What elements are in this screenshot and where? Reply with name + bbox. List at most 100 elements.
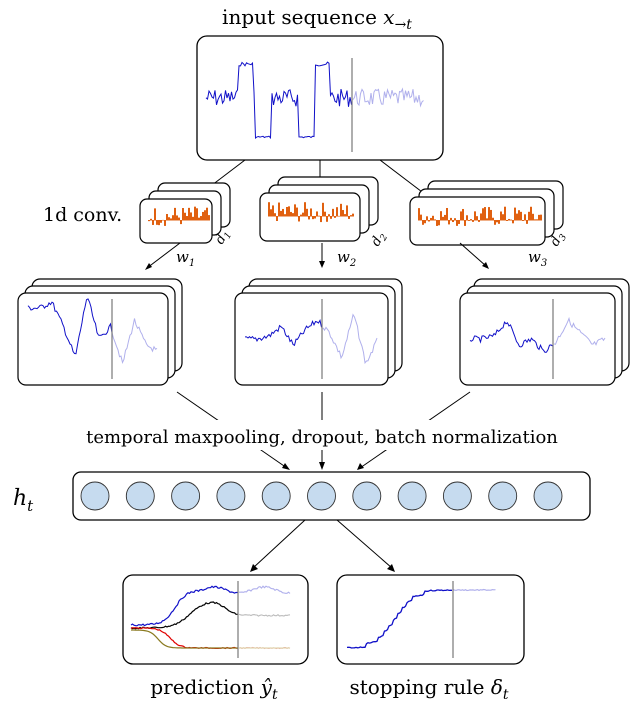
- kernel-weight-bar: [150, 218, 152, 221]
- kernel-weight-bar: [300, 214, 302, 217]
- kernel-weight-bar: [512, 220, 514, 224]
- kernel-weight-bar: [192, 216, 194, 221]
- kernel-weight-bar: [342, 210, 344, 217]
- kernel-weight-bar: [288, 206, 290, 217]
- kernel-weight-bar: [290, 211, 292, 217]
- kernel-weight-bar: [158, 220, 160, 226]
- kernel-weight-bar: [326, 216, 328, 222]
- kernel-weight-bar: [440, 211, 442, 221]
- hidden-state-label: ht: [13, 486, 34, 515]
- kernel-weight-bar: [504, 206, 506, 221]
- kernel-weight-bar: [314, 216, 316, 219]
- kernel-weight-bar: [468, 220, 470, 221]
- kernel-weight-bar: [482, 208, 484, 221]
- kernel-card: [409, 196, 546, 246]
- kernel-weight-bar: [492, 217, 494, 221]
- feature-map-card: [234, 292, 389, 386]
- kernel-weight-bar: [480, 213, 482, 221]
- conv-kernel-stack-1: [139, 182, 231, 244]
- kernel-weight-bar: [340, 203, 342, 217]
- stopping-rule-line: [346, 589, 452, 649]
- kernel-weight-bar: [350, 215, 352, 217]
- kernel-weight-bar: [308, 216, 310, 220]
- hidden-node: [125, 481, 155, 511]
- kernel-weight-bar: [278, 202, 280, 217]
- kernel-weight-bar: [490, 209, 492, 221]
- kernel-weight-bar: [180, 220, 182, 225]
- kernel-width-label: w2: [337, 248, 356, 269]
- kernel-weight-bar: [430, 217, 432, 221]
- kernel-weight-bar: [510, 219, 512, 221]
- kernel-weight-bar: [438, 220, 440, 226]
- hidden-node: [397, 481, 427, 511]
- kernel-weight-bar: [478, 220, 480, 222]
- feature-map-stack-2: [234, 278, 403, 386]
- kernel-weight-bar: [428, 220, 430, 222]
- kernel-weight-bar: [528, 211, 530, 221]
- prediction-class-2-line-future: [238, 613, 291, 617]
- kernel-weight-bar: [486, 218, 488, 221]
- kernel-weight-bar: [526, 220, 528, 224]
- kernel-weight-bar: [452, 220, 454, 223]
- prediction-panel: [122, 574, 309, 665]
- kernel-weight-bar: [466, 215, 468, 221]
- kernel-weight-bar: [534, 219, 536, 221]
- kernel-weight-bar: [330, 216, 332, 219]
- kernel-weight-bar: [348, 216, 350, 219]
- kernel-weight-bar: [344, 214, 346, 217]
- feature-signal-future-line: [553, 316, 606, 346]
- kernel-weight-bar: [204, 210, 206, 221]
- kernel-weight-bar: [442, 216, 444, 221]
- feature-signal-line: [245, 319, 322, 347]
- kernel-weight-bar: [436, 220, 438, 226]
- kernel-weight-bar: [270, 209, 272, 217]
- kernel-weight-bar: [206, 207, 208, 221]
- kernel-weight-bar: [164, 220, 166, 226]
- kernel-weight-bar: [196, 208, 198, 221]
- hidden-node: [261, 481, 291, 511]
- kernel-weight-bar: [458, 220, 460, 224]
- kernel-weight-bar: [536, 219, 538, 221]
- hidden-node: [171, 481, 201, 511]
- conv-to-feature-arrows: [146, 242, 487, 269]
- kernel-weight-bar: [280, 210, 282, 217]
- kernel-width-label: w3: [528, 248, 547, 269]
- kernel-weight-bar: [198, 217, 200, 221]
- kernel-card: [139, 198, 213, 244]
- kernel-weight-bar: [474, 211, 476, 221]
- kernel-weight-bar: [166, 213, 168, 221]
- kernel-weight-bar: [460, 211, 462, 221]
- kernel-weight-bar: [426, 216, 428, 221]
- prediction-class-4-line: [131, 629, 238, 649]
- kernel-weight-bar: [422, 220, 424, 225]
- kernel-weight-bar: [502, 214, 504, 221]
- hidden-node: [352, 481, 382, 511]
- kernel-weight-bar: [282, 208, 284, 217]
- kernel-weight-bar: [174, 207, 176, 221]
- conv-kernel-stacks: [139, 176, 564, 246]
- pooling-label: temporal maxpooling, dropout, batch norm…: [86, 427, 558, 448]
- hidden-node: [307, 481, 336, 511]
- kernel-weight-bar: [462, 208, 464, 221]
- kernel-weight-bar: [194, 206, 196, 221]
- kernel-weight-bar: [188, 207, 190, 221]
- kernel-weight-bar: [302, 212, 304, 217]
- kernel-weight-bar: [176, 215, 178, 221]
- kernel-weight-bar: [170, 218, 172, 221]
- kernel-weight-bar: [306, 208, 308, 217]
- kernel-weight-bar: [294, 204, 296, 217]
- kernel-weight-bar: [322, 202, 324, 217]
- feature-map-card: [459, 292, 616, 386]
- feature-signal-line: [27, 298, 113, 355]
- hidden-layer-nodes: [80, 481, 563, 511]
- conv-kernel-stack-2: [259, 176, 379, 242]
- kernel-weight-bar: [318, 215, 320, 217]
- kernel-weight-bar: [292, 213, 294, 217]
- kernel-weight-bar: [520, 211, 522, 221]
- kernel-weight-bar: [444, 214, 446, 221]
- conv-kernel-stack-3: [409, 180, 564, 246]
- hidden-node: [488, 481, 518, 511]
- hidden-node: [442, 481, 472, 511]
- kernel-weight-bar: [500, 211, 502, 221]
